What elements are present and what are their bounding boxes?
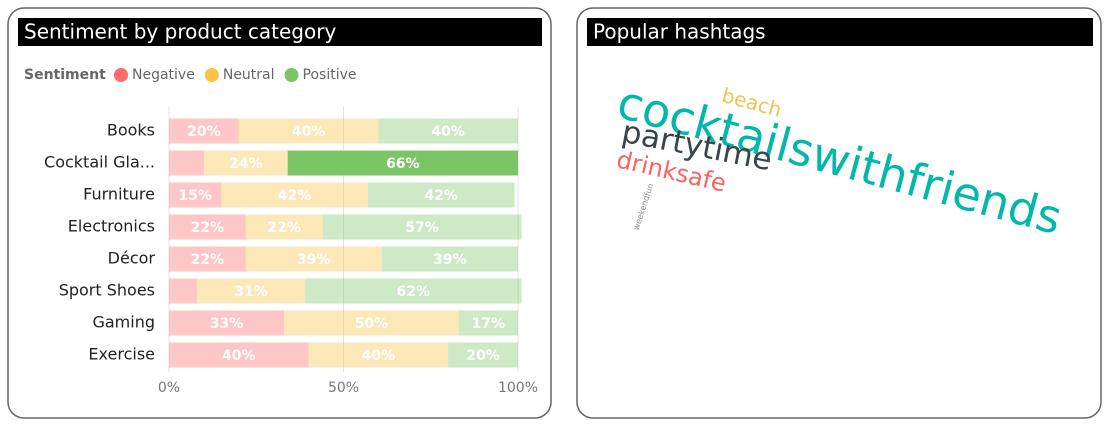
bar-segment [196, 278, 306, 304]
bar-segment [203, 150, 288, 176]
y-tick-label: Furniture [83, 185, 155, 204]
value-label: 22% [191, 252, 225, 268]
bar-segment [448, 342, 518, 368]
value-label: 66% [386, 156, 420, 172]
bar-segment [381, 246, 518, 272]
legend-title: Sentiment [24, 67, 106, 83]
bar-segment [245, 214, 323, 240]
bar-segment [169, 150, 204, 176]
value-label: 40% [362, 348, 396, 364]
value-label: 17% [472, 316, 506, 332]
value-label: 15% [178, 188, 212, 204]
bar-segment [221, 182, 368, 208]
bar-segment [169, 310, 285, 336]
bar-segment [169, 342, 309, 368]
value-label: 40% [431, 124, 465, 140]
y-tick-label: Exercise [88, 345, 155, 364]
value-label: 42% [424, 188, 458, 204]
legend-marker [284, 68, 299, 82]
y-tick-label: Cocktail Gla... [44, 153, 155, 172]
y-tick-label: Electronics [68, 217, 155, 236]
bar-segment [169, 214, 246, 240]
bar-segment [169, 278, 197, 304]
bar-segment [245, 246, 382, 272]
chart-title: Popular hashtags [593, 20, 766, 44]
legend-marker [204, 68, 219, 82]
x-tick-label: 0% [158, 380, 180, 396]
value-label: 22% [191, 220, 225, 236]
bar-segment [284, 310, 459, 336]
value-label: 31% [234, 284, 268, 300]
x-tick-label: 100% [498, 380, 538, 396]
bar-segment [378, 118, 518, 144]
legend-label: Positive [303, 67, 357, 83]
value-label: 39% [297, 252, 331, 268]
bar-segment [305, 278, 522, 304]
value-label: 57% [405, 220, 439, 236]
bar-segment [308, 342, 449, 368]
value-label: 20% [466, 348, 500, 364]
bar-segment [458, 310, 518, 336]
bar-segment [287, 150, 518, 176]
x-tick-label: 50% [328, 380, 359, 396]
value-label: 33% [210, 316, 244, 332]
legend-marker [114, 68, 128, 82]
legend-label: Neutral [223, 67, 275, 83]
bar-segment [367, 182, 515, 208]
panel [576, 7, 1102, 419]
value-label: 62% [397, 284, 431, 300]
value-label: 40% [222, 348, 256, 364]
bar-segment [169, 246, 246, 272]
legend-label: Negative [132, 67, 195, 83]
value-label: 40% [292, 124, 326, 140]
title-bar [587, 18, 1093, 46]
value-label: 22% [267, 220, 301, 236]
y-tick-label: Sport Shoes [59, 281, 155, 300]
value-label: 42% [278, 188, 312, 204]
panel [7, 7, 552, 419]
title-bar [18, 18, 542, 46]
y-tick-label: Gaming [92, 313, 155, 332]
bar-segment [169, 182, 222, 208]
y-tick-label: Décor [108, 249, 156, 268]
bar-segment [322, 214, 522, 240]
bar-segment [238, 118, 379, 144]
value-label: 24% [229, 156, 263, 172]
value-label: 20% [187, 124, 221, 140]
y-tick-label: Books [107, 121, 155, 140]
bar-segment [169, 118, 239, 144]
value-label: 39% [433, 252, 467, 268]
chart-title: Sentiment by product category [24, 20, 336, 44]
value-label: 50% [355, 316, 389, 332]
